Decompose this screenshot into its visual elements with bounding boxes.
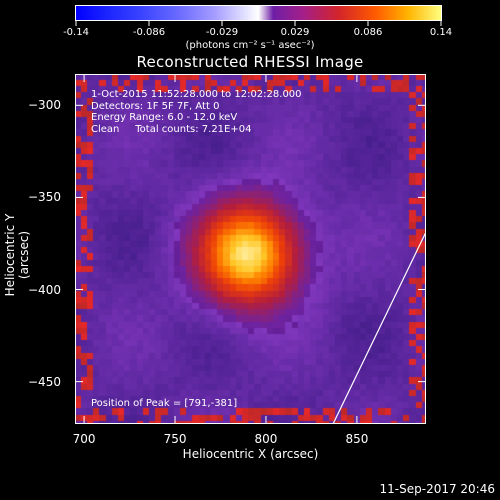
colorbar-unit-label: (photons cm⁻² s⁻¹ asec⁻²) <box>185 40 315 51</box>
plot-area: 1-Oct-2015 11:52:28.000 to 12:02:28.000 D… <box>75 74 426 424</box>
time-range-text: 1-Oct-2015 11:52:28.000 to 12:02:28.000 <box>91 89 302 100</box>
method-text: Clean Total counts: 7.21E+04 <box>91 123 252 135</box>
peak-position-text: Position of Peak = [791,-381] <box>91 398 238 409</box>
solar-limb-line <box>332 231 426 424</box>
colorbar-tick-label: 0.029 <box>280 27 310 38</box>
plot-overlay <box>75 74 426 424</box>
x-tick-label: 850 <box>345 432 369 446</box>
x-tick-label: 800 <box>254 432 278 446</box>
colorbar-tick-label: 0.086 <box>353 27 383 38</box>
energy-range-text: Energy Range: 6.0 - 12.0 keV <box>91 112 238 123</box>
heatmap-image <box>75 74 426 424</box>
chart-title: Reconstructed RHESSI Image <box>136 53 364 71</box>
colorbar-tick-label: -0.086 <box>132 27 166 38</box>
footer-timestamp: 11-Sep-2017 20:46 <box>379 482 495 496</box>
colorbar-tick-label: -0.029 <box>205 27 239 38</box>
y-tick-label: −400 <box>28 282 61 297</box>
y-axis-title: Heliocentric Y (arcsec) <box>3 213 31 297</box>
plot-frame <box>75 74 426 424</box>
colorbar <box>75 5 442 21</box>
colorbar-ticks <box>75 21 442 26</box>
y-tick-label: −350 <box>28 190 61 205</box>
x-axis-title: Heliocentric X (arcsec) <box>182 447 319 461</box>
x-tick-label: 700 <box>72 432 96 446</box>
detectors-text: Detectors: 1F 5F 7F, Att 0 <box>91 100 220 112</box>
image-info: 1-Oct-2015 11:52:28.000 to 12:02:28.000 D… <box>91 89 302 135</box>
y-tick-label: −450 <box>28 374 61 389</box>
y-tick-label: −300 <box>28 98 61 113</box>
colorbar-tick-label: 0.14 <box>429 27 453 38</box>
colorbar-tick-label: -0.14 <box>63 27 89 38</box>
x-tick-label: 750 <box>163 432 187 446</box>
